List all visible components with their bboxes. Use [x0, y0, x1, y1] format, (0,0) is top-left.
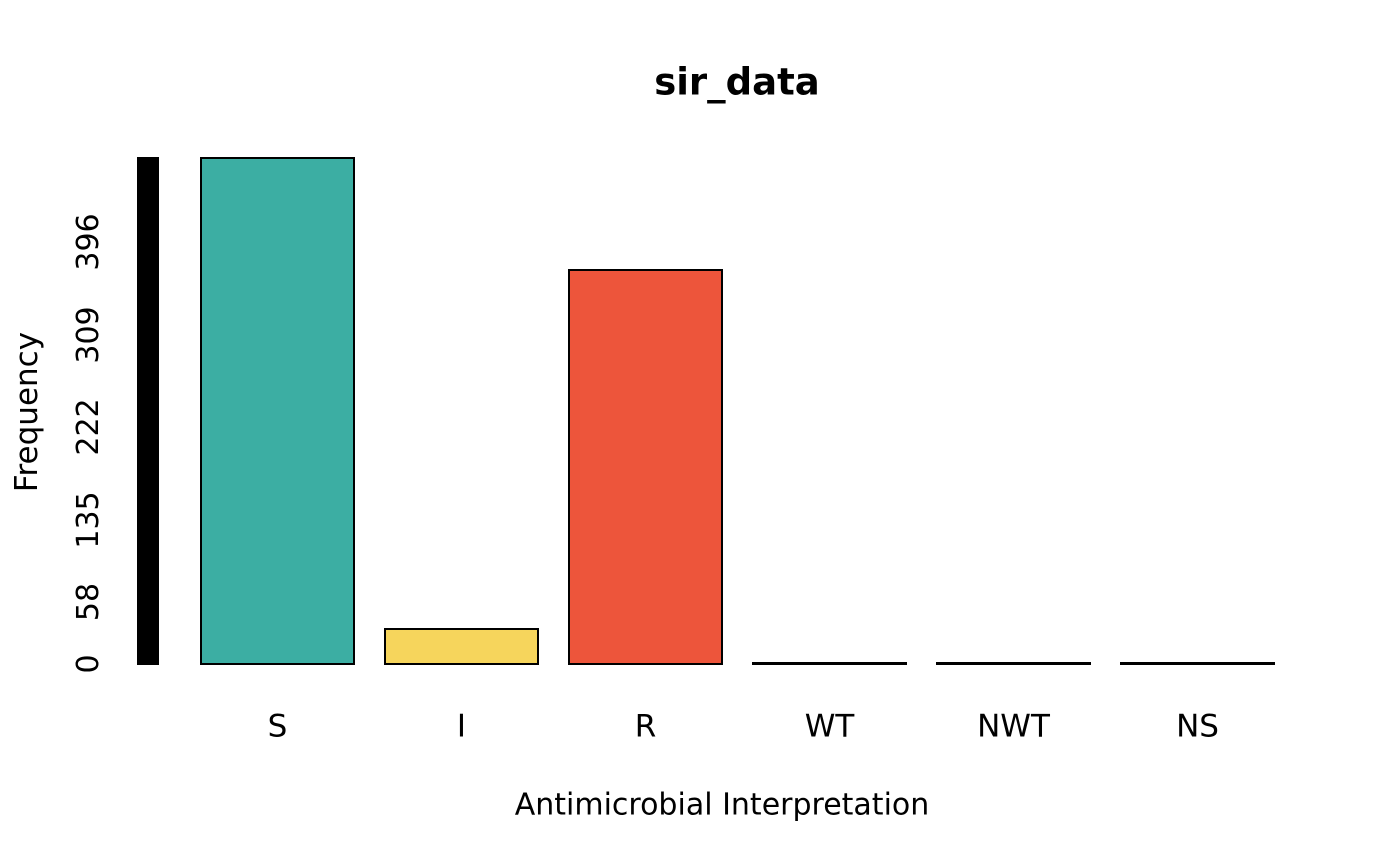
- x-axis-title: Antimicrobial Interpretation: [514, 787, 930, 823]
- x-tick-label-nwt: NWT: [977, 708, 1050, 745]
- bar-s: [200, 157, 355, 665]
- y-tick-label-309: 309: [71, 305, 106, 364]
- y-tick-label-0: 0: [71, 654, 106, 674]
- y-axis-title: Frequency: [9, 331, 45, 493]
- y-tick-label-222: 222: [71, 398, 106, 456]
- y-tick-label-396: 396: [71, 213, 106, 271]
- x-tick-label-ns: NS: [1176, 708, 1219, 745]
- x-tick-label-i: I: [456, 708, 467, 745]
- chart-title: sir_data: [654, 60, 820, 104]
- y-tick-label-58: 58: [71, 583, 106, 622]
- x-tick-label-wt: WT: [804, 708, 855, 745]
- x-tick-label-s: S: [267, 708, 288, 745]
- y-tick-label-135: 135: [71, 491, 106, 549]
- bar-wt: [752, 662, 907, 665]
- bar-i: [384, 628, 539, 665]
- bar-r: [568, 269, 723, 665]
- x-tick-label-r: R: [634, 708, 657, 745]
- bar-nwt: [936, 662, 1091, 665]
- y-axis-thick-bar: [137, 156, 159, 665]
- bar-ns: [1120, 662, 1275, 665]
